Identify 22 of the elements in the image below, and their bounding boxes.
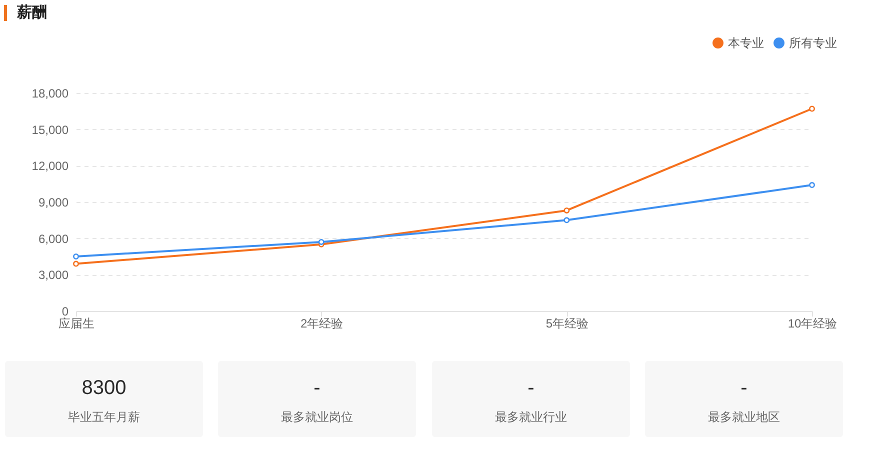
chart-title: 薪酬 [17, 3, 47, 22]
x-tick-label: 应届生 [58, 316, 94, 330]
text: - [314, 377, 321, 399]
y-tick-label: 6,000 [38, 232, 69, 246]
y-tick-label: 9,000 [38, 196, 69, 210]
y-tick-label: 0 [62, 304, 69, 318]
text: 毕业五年月薪 [68, 410, 140, 424]
text: 最多就业地区 [708, 410, 780, 424]
legend-label: 所有专业 [789, 36, 837, 50]
legend-label: 本专业 [728, 36, 764, 50]
text: 8300 [82, 377, 126, 399]
x-tick-label: 5年经验 [546, 316, 589, 330]
y-tick-label: 15,000 [32, 122, 69, 137]
text: - [527, 377, 534, 399]
text: 最多就业岗位 [281, 410, 354, 424]
text: 最多就业行业 [494, 410, 567, 424]
y-tick-label: 18,000 [32, 86, 69, 100]
x-tick-label: 2年经验 [300, 316, 344, 330]
x-tick-label: 10年经验 [788, 316, 838, 330]
text: - [740, 377, 748, 399]
y-tick-label: 12,000 [32, 159, 69, 174]
y-tick-label: 3,000 [38, 268, 69, 282]
